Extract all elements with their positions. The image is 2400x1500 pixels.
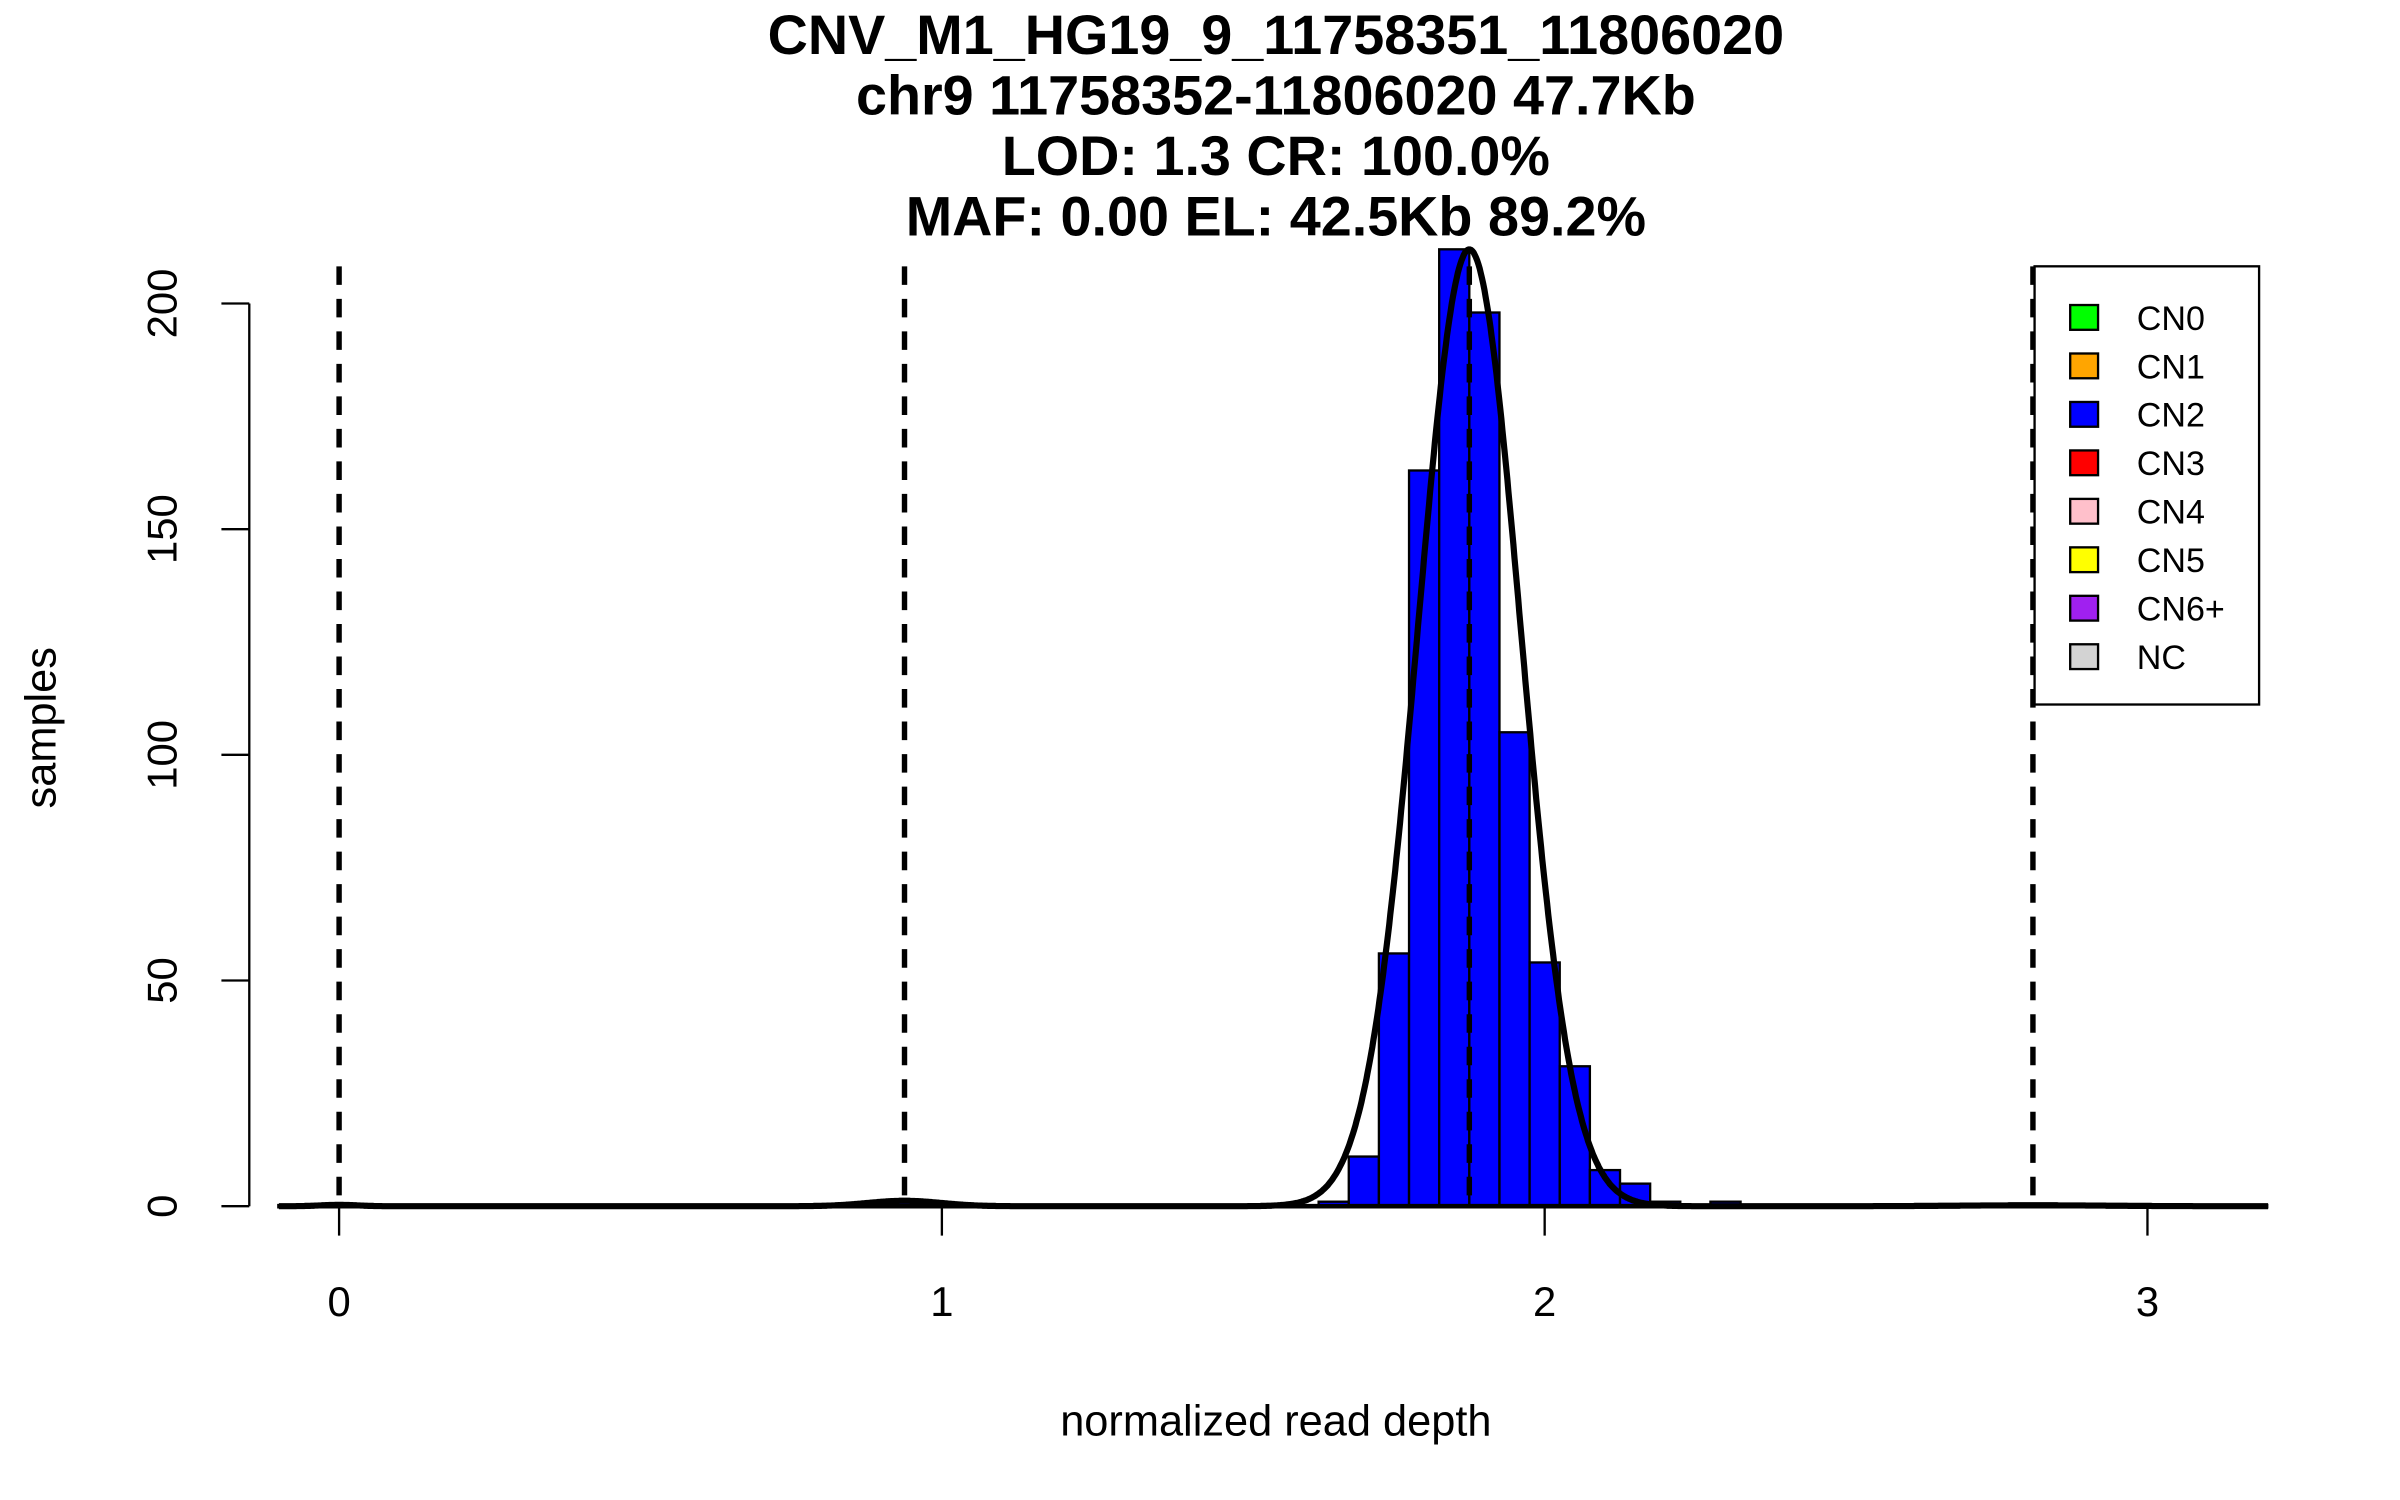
legend-swatch [2069, 449, 2100, 477]
axes: 0 50 100 150 200 0 1 2 3 [139, 269, 2160, 1326]
legend-swatch [2069, 594, 2100, 622]
legend-label: NC [2137, 639, 2186, 677]
legend-swatch [2069, 303, 2100, 331]
legend-label: CN2 [2137, 397, 2205, 435]
title-line-1: CNV_M1_HG19_9_11758351_11806020 [768, 4, 1784, 66]
fit-curve-line [278, 246, 2269, 1210]
legend-label: CN6+ [2137, 591, 2225, 629]
title-line-2: chr9 11758352-11806020 47.7Kb [856, 65, 1696, 127]
legend-label: CN3 [2137, 445, 2205, 483]
y-tick-label: 50 [139, 957, 186, 1004]
y-tick-label: 0 [139, 1195, 186, 1218]
histogram-bar [1377, 952, 1411, 1208]
histogram-bar [1498, 731, 1531, 1208]
histogram-bar [1438, 248, 1471, 1208]
histogram-bar [1347, 1155, 1381, 1208]
title-line-4: MAF: 0.00 EL: 42.5Kb 89.2% [906, 185, 1646, 247]
legend-swatch [2069, 400, 2100, 428]
chart-title: CNV_M1_HG19_9_11758351_11806020 chr9 117… [768, 4, 1784, 247]
legend-label: CN5 [2137, 542, 2205, 580]
x-axis-label: normalized read depth [1060, 1397, 1491, 1445]
x-tick-label: 0 [327, 1278, 350, 1325]
y-axis-label: samples [18, 647, 66, 808]
legend-box [2033, 265, 2261, 706]
legend-swatch [2069, 546, 2100, 574]
x-tick-label: 2 [1533, 1278, 1556, 1325]
legend: CN0 CN1 CN2 CN3 CN4 CN5 CN6+ NC [2033, 265, 2261, 706]
title-line-3: LOD: 1.3 CR: 100.0% [1002, 125, 1550, 187]
legend-label: CN0 [2137, 300, 2205, 338]
histogram-bars [277, 248, 2269, 1209]
copy-number-dashed-lines [336, 266, 2036, 1207]
legend-swatch [2069, 352, 2100, 380]
legend-label: CN4 [2137, 494, 2205, 532]
y-tick-label: 100 [139, 720, 186, 790]
fit-curves [278, 246, 2269, 1210]
legend-swatch [2069, 497, 2100, 525]
histogram-bar [1468, 311, 1501, 1208]
x-tick-label: 1 [930, 1278, 953, 1325]
x-tick-label: 3 [2136, 1278, 2159, 1325]
legend-label: CN1 [2137, 348, 2205, 386]
y-tick-label: 150 [139, 494, 186, 564]
y-tick-label: 200 [139, 269, 186, 339]
legend-swatch [2069, 643, 2100, 671]
histogram-bar [1528, 961, 1561, 1208]
